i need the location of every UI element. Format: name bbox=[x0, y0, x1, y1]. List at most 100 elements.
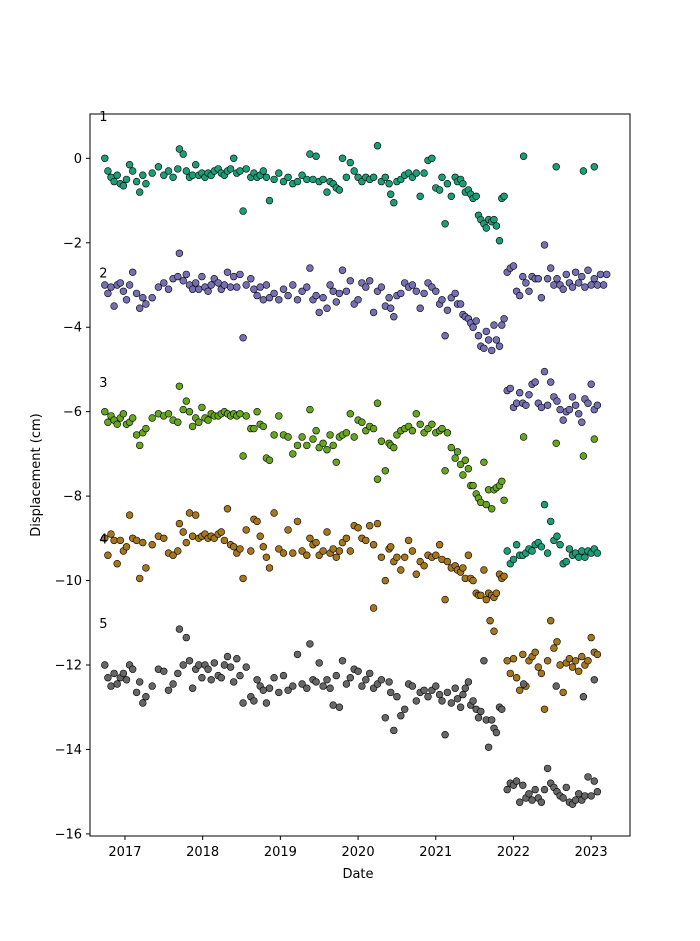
data-point bbox=[160, 667, 168, 675]
data-point bbox=[528, 547, 536, 555]
data-point bbox=[259, 422, 267, 431]
data-point bbox=[515, 798, 524, 806]
data-point bbox=[326, 281, 334, 289]
data-point bbox=[306, 534, 314, 542]
data-point bbox=[309, 435, 317, 443]
data-point bbox=[506, 669, 514, 678]
data-point bbox=[306, 405, 314, 414]
data-point bbox=[435, 186, 444, 194]
data-point bbox=[420, 289, 428, 298]
data-point bbox=[239, 334, 247, 342]
data-point bbox=[220, 281, 229, 289]
data-point bbox=[275, 688, 283, 697]
data-point bbox=[441, 730, 449, 739]
data-point bbox=[250, 285, 258, 293]
data-point bbox=[256, 283, 264, 291]
data-point bbox=[571, 401, 580, 409]
data-point bbox=[342, 173, 351, 182]
data-point bbox=[236, 167, 244, 175]
data-point bbox=[101, 534, 109, 542]
data-point bbox=[390, 313, 398, 321]
data-point bbox=[125, 281, 134, 289]
data-point bbox=[185, 408, 194, 416]
data-point bbox=[377, 553, 386, 561]
data-point bbox=[503, 657, 511, 665]
data-point bbox=[574, 790, 583, 798]
data-point bbox=[104, 551, 112, 559]
data-point bbox=[480, 657, 488, 665]
data-point bbox=[578, 547, 586, 555]
data-point bbox=[179, 277, 187, 285]
data-point bbox=[500, 315, 508, 323]
data-point bbox=[136, 188, 144, 196]
data-point bbox=[335, 703, 344, 711]
data-point bbox=[312, 678, 320, 686]
data-point bbox=[553, 638, 561, 646]
data-point bbox=[522, 279, 530, 287]
data-point bbox=[104, 673, 112, 682]
x-tick-label: 2020 bbox=[342, 845, 375, 860]
data-point bbox=[512, 540, 521, 549]
data-point bbox=[132, 177, 141, 186]
data-point bbox=[270, 431, 278, 439]
x-axis-label: Date bbox=[342, 867, 373, 882]
data-point bbox=[174, 165, 182, 173]
data-point bbox=[354, 296, 362, 304]
data-point bbox=[312, 152, 320, 160]
data-point bbox=[387, 190, 395, 198]
data-point bbox=[552, 439, 560, 447]
data-point bbox=[412, 410, 420, 418]
data-point bbox=[139, 294, 147, 302]
data-point bbox=[420, 686, 428, 694]
data-point bbox=[259, 686, 267, 694]
data-point bbox=[223, 505, 232, 513]
data-point bbox=[546, 616, 555, 625]
data-point bbox=[119, 669, 128, 678]
data-point bbox=[298, 171, 306, 179]
data-point bbox=[443, 429, 452, 437]
data-point bbox=[110, 177, 118, 186]
data-point bbox=[472, 192, 480, 201]
data-point bbox=[525, 391, 533, 399]
data-point bbox=[401, 705, 409, 713]
data-point bbox=[531, 378, 539, 386]
data-point bbox=[565, 654, 574, 663]
data-point bbox=[552, 163, 560, 171]
data-point bbox=[381, 576, 389, 585]
data-point bbox=[323, 676, 331, 684]
data-point bbox=[366, 669, 374, 678]
data-point bbox=[537, 294, 546, 302]
data-point bbox=[571, 268, 580, 276]
data-point bbox=[242, 663, 250, 671]
data-point bbox=[142, 424, 150, 433]
data-point bbox=[335, 547, 344, 555]
data-point bbox=[358, 682, 366, 690]
data-point bbox=[226, 663, 235, 671]
data-point bbox=[182, 167, 191, 175]
data-point bbox=[385, 294, 393, 302]
data-point bbox=[253, 291, 261, 300]
data-point bbox=[338, 266, 347, 274]
data-point bbox=[289, 549, 297, 557]
data-point bbox=[543, 275, 552, 283]
data-point bbox=[482, 327, 490, 336]
data-point bbox=[169, 551, 177, 559]
x-axis: 2017 2018 2019 2020 2021 2022 2023 bbox=[108, 836, 608, 860]
data-point bbox=[148, 169, 156, 177]
data-point bbox=[525, 287, 533, 295]
data-point bbox=[223, 268, 232, 276]
data-point bbox=[552, 682, 560, 690]
series-7 bbox=[519, 433, 598, 460]
data-point bbox=[289, 682, 297, 690]
data-point bbox=[362, 536, 370, 545]
data-point bbox=[397, 289, 405, 298]
data-point bbox=[326, 684, 334, 692]
data-point bbox=[169, 173, 177, 182]
data-point bbox=[253, 517, 261, 526]
data-point bbox=[233, 654, 241, 663]
data-point bbox=[323, 446, 331, 454]
data-point bbox=[233, 283, 241, 291]
data-point bbox=[204, 416, 212, 424]
data-point bbox=[387, 543, 395, 551]
x-tick-label: 2022 bbox=[497, 845, 530, 860]
